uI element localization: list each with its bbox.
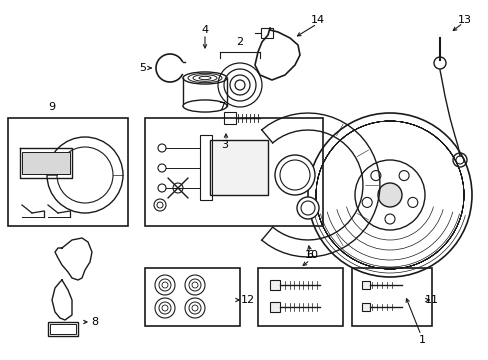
Ellipse shape: [183, 100, 226, 112]
Text: 3: 3: [221, 140, 228, 150]
Bar: [361, 281, 369, 289]
Bar: [145, 118, 323, 226]
Ellipse shape: [274, 155, 314, 195]
Bar: [269, 280, 280, 290]
Text: 7: 7: [218, 102, 225, 112]
Bar: [200, 135, 212, 200]
Text: 12: 12: [241, 295, 255, 305]
Bar: [209, 140, 267, 195]
Text: 5: 5: [139, 63, 146, 73]
Text: 2: 2: [236, 37, 243, 47]
Text: 11: 11: [424, 295, 438, 305]
Bar: [50, 324, 76, 334]
Text: 13: 13: [457, 15, 471, 25]
Text: 9: 9: [48, 102, 56, 112]
Bar: [145, 268, 240, 326]
Bar: [8, 118, 128, 226]
Text: 1: 1: [418, 335, 425, 345]
Text: 10: 10: [305, 250, 318, 260]
Bar: [224, 112, 236, 124]
Bar: [351, 268, 431, 326]
Bar: [48, 322, 78, 336]
Bar: [291, 168, 309, 184]
Text: 6: 6: [306, 250, 313, 260]
Bar: [258, 268, 342, 326]
Text: 14: 14: [310, 15, 325, 25]
Bar: [261, 28, 272, 38]
Bar: [269, 302, 280, 312]
Ellipse shape: [296, 197, 318, 219]
Bar: [22, 152, 70, 174]
Circle shape: [377, 183, 401, 207]
Bar: [361, 303, 369, 311]
Text: 8: 8: [91, 317, 99, 327]
Text: 4: 4: [201, 25, 208, 35]
